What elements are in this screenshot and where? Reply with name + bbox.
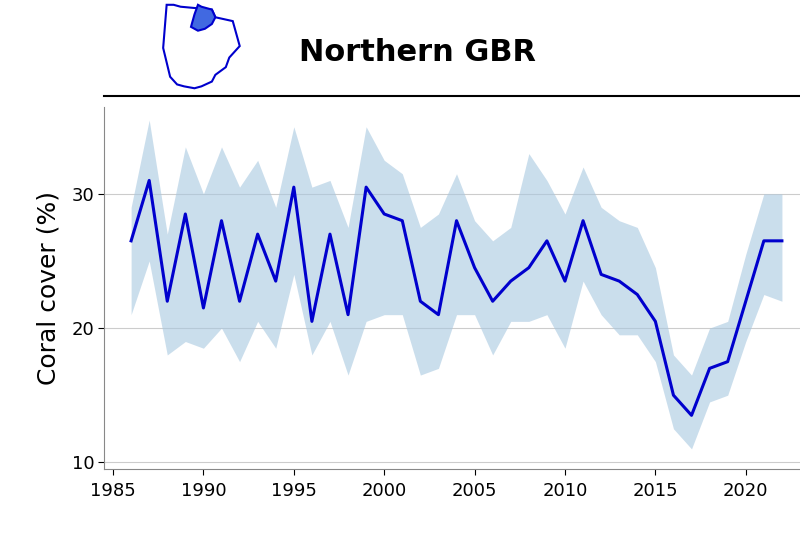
Text: Northern GBR: Northern GBR (298, 38, 536, 67)
Polygon shape (163, 5, 240, 88)
Polygon shape (191, 5, 215, 31)
Y-axis label: Coral cover (%): Coral cover (%) (37, 191, 61, 385)
